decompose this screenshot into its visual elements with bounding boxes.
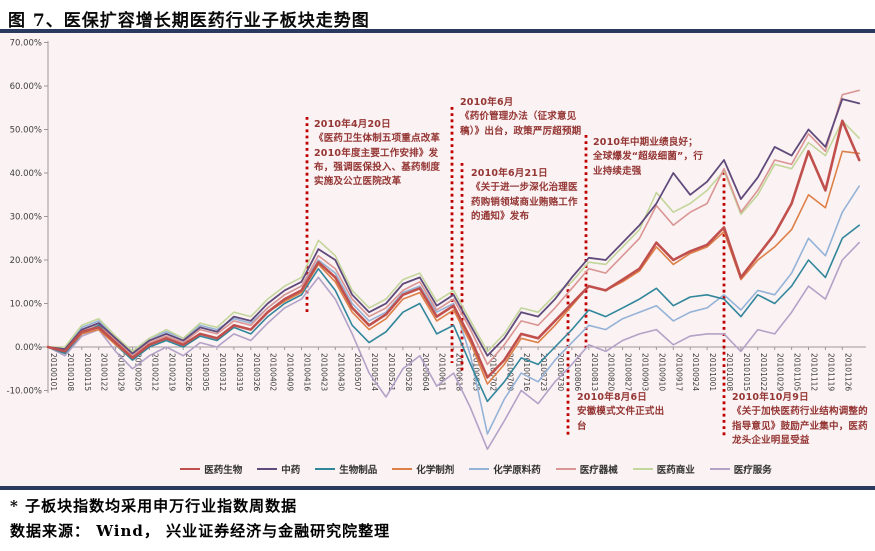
legend-item: 医疗器械 [555,462,618,476]
x-tick-label: 20100430 [336,353,345,391]
legend-item: 医药商业 [632,462,695,476]
figure-title: 图 7、医保扩容增长期医药行业子板块走势图 [8,11,370,31]
legend-swatch [315,467,336,471]
x-tick-label: 20100219 [167,353,176,391]
x-tick-label: 20100402 [269,353,278,391]
x-tick-label: 20100514 [370,353,379,391]
x-tick-label: 20100416 [303,353,312,391]
legend-item: 中药 [257,462,300,476]
y-tick-label: 70.00% [10,39,42,49]
legend-item: 医药生物 [180,462,242,476]
x-tick-label: 20100820 [607,353,616,391]
y-tick-label: -10.00% [7,387,42,397]
x-tick-label: 20100528 [404,353,413,391]
legend-label: 中药 [281,465,301,476]
x-tick-label: 20100604 [421,353,430,391]
series-line-6 [47,120,861,353]
legend-item: 化学原料药 [469,462,541,476]
legend-label: 医药生物 [204,465,243,476]
y-tick-label: 10.00% [10,300,42,310]
legend-swatch [180,467,201,471]
x-tick-label: 20100226 [184,353,193,391]
data-source: 数据来源： Wind， 兴业证券经济与金融研究院整理 [10,522,391,540]
chart-legend: 医药生物 中药 生物制品 化学制剂 化学原料药 医疗器械 医药商业 医疗服务 [85,462,867,476]
series-line-1 [47,98,861,357]
x-tick-label: 20100507 [353,353,362,391]
y-tick-label: 40.00% [10,169,42,179]
x-tick-label: 20100924 [691,353,700,391]
y-tick-label: 30.00% [10,213,42,223]
x-tick-label: 20100723 [539,353,548,391]
x-tick-label: 20100611 [438,353,447,391]
x-tick-label: 20100326 [252,353,261,391]
x-tick-label: 20101112 [810,353,819,391]
x-tick-label: 20100319 [235,353,244,391]
footnote: * 子板块指数均采用申万行业指数周数据 [10,497,298,515]
x-tick-label: 20101015 [742,353,751,391]
series-line-0 [46,119,861,379]
legend-label: 医药商业 [656,465,695,476]
legend-swatch [555,467,576,471]
series-line-5 [47,89,861,366]
x-tick-label: 20100205 [134,353,143,391]
legend-label: 医疗服务 [733,465,772,476]
legend-swatch [392,467,413,471]
legend-swatch [257,467,278,471]
legend-item: 生物制品 [315,462,377,476]
legend-label: 化学原料药 [493,465,541,476]
x-tick-label: 20100716 [522,353,531,391]
chart-area: 70.00% 60.00% 50.00% 40.00% 30.00% 20.00% 10.0… [0,33,875,490]
x-tick-label: 20100108 [66,353,75,391]
series-line-2 [47,224,861,403]
legend-label: 医疗器械 [579,465,618,476]
x-tick-label: 20100917 [674,353,683,391]
legend-item: 化学制剂 [392,462,454,476]
x-tick-label: 20100129 [117,353,126,391]
x-tick-label: 20100521 [387,353,396,391]
x-tick-label: 20100625 [472,353,481,391]
x-tick-label: 20101022 [759,353,768,391]
series-line-7 [47,241,861,451]
figure-title-bar: 图 7、医保扩容增长期医药行业子板块走势图 [0,0,875,33]
x-tick-label: 20100305 [201,353,210,391]
x-tick-label: 20100618 [455,353,464,391]
x-tick-label: 20101119 [826,353,835,391]
y-tick-label: 20.00% [10,256,42,266]
legend-swatch [709,467,730,471]
x-tick-label: 20100806 [573,353,582,391]
x-tick-label: 20100730 [556,353,565,391]
x-tick-label: 20101001 [708,353,717,391]
x-tick-label: 20100903 [641,353,650,391]
x-tick-label: 20100115 [83,353,92,391]
legend-item: 医疗服务 [709,462,772,476]
x-tick-label: 20101105 [793,353,802,391]
x-tick-label: 20100122 [100,353,109,391]
legend-label: 化学制剂 [416,465,455,476]
x-tick-label: 20100423 [319,353,328,391]
x-tick-label: 20100312 [218,353,227,391]
x-tick-label: 20100813 [590,353,599,391]
y-tick-label: 0.00% [15,343,42,353]
legend-swatch [632,467,653,471]
legend-swatch [469,467,490,471]
x-tick-label: 20100409 [286,353,295,391]
x-tick-label: 20100827 [624,353,633,391]
x-tick-label: 20100212 [150,353,159,391]
trend-chart: 70.00% 60.00% 50.00% 40.00% 30.00% 20.00% 10.0… [7,39,866,451]
x-tick-label: 20101126 [843,353,852,391]
legend-label: 生物制品 [339,465,378,476]
y-tick-label: 50.00% [10,126,42,136]
x-tick-label: 20100709 [505,353,514,391]
footer: * 子板块指数均采用申万行业指数周数据 数据来源： Wind， 兴业证券经济与金… [0,490,875,541]
x-tick-label: 20101008 [725,353,734,391]
x-tick-label: 20100910 [657,353,666,391]
x-tick-label: 20100101 [49,353,58,391]
y-tick-label: 60.00% [10,82,42,92]
x-tick-label: 20101029 [776,353,785,391]
